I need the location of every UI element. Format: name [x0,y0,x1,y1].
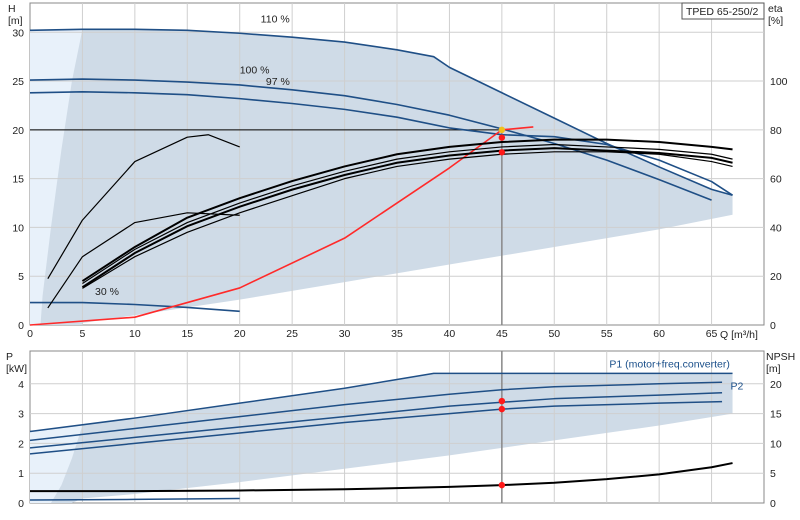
y-tick-label-bottom: 3 [18,409,24,421]
x-tick-label: 65 [706,328,718,340]
grid-bottom [30,351,764,503]
x-tick-label: 10 [129,328,141,340]
marker-top-0 [498,126,506,134]
x-tick-label: 0 [27,328,33,340]
shaded-range-bottom-light [30,425,83,503]
y-tick-label-top: 15 [12,174,24,186]
curve-top-1 [29,78,712,201]
x-tick-label: 55 [601,328,613,340]
curve-top-5 [82,151,733,289]
marker-top-1 [498,134,506,141]
curves-top: 110 % 100 %97 % 30 % [29,14,733,326]
operating-range-area-top [30,29,733,325]
y-tick-label-bottom: 0 [18,498,24,510]
y2-tick-label-top: 0 [770,320,776,332]
curve-bottom-5 [29,497,240,501]
y-axis-label-top-left: H [m] [8,3,23,27]
y2-tick-label-bottom: 15 [770,409,782,421]
curve-top-efficiency-heavy [81,147,733,289]
shaded-range-top-light [30,29,83,325]
curve-top-7 [81,138,733,282]
y-tick-label-top: 25 [12,76,24,88]
curve-label-top-3: 30 % [95,286,119,298]
curve-label-top-0: 110 % [261,14,290,26]
y-tick-label-bottom: 4 [18,379,24,391]
shaded-range-top [30,29,733,325]
x-tick-label: 45 [496,328,508,340]
curve-top-9 [47,212,240,309]
marker-bottom-1 [498,405,506,413]
y-tick-label-top: 0 [18,320,24,332]
x-tick-label: 60 [653,328,665,340]
curve-label-bottom-0: P1 (motor+freq.converter) [609,358,730,370]
title-box [681,2,765,20]
curve-bottom-0 [29,372,733,433]
x-tick-label: 50 [548,328,560,340]
y2-tick-label-bottom: 5 [770,468,776,480]
curve-top-0 [29,28,733,196]
y-axis-label-bottom-left: P [kW] [6,351,27,375]
y2-tick-label-top: 100 [770,76,788,88]
y2-tick-label-bottom: 10 [770,438,782,450]
curve-top-8 [47,134,240,279]
y-tick-label-top: 20 [12,125,24,137]
y2-tick-label-bottom: 0 [770,498,776,510]
y2-tick-label-top: 20 [770,271,782,283]
curve-label-top-2: 97 % [266,76,290,88]
y-tick-label-top: 30 [12,27,24,39]
y-tick-label-top: 5 [18,271,24,283]
marker-bottom-0 [498,397,506,405]
y2-axis-label-bottom-right: NPSH [m] [766,351,795,375]
curve-bottom-3 [29,400,723,455]
y2-tick-label-bottom: 20 [770,379,782,391]
marker-top-2 [498,149,506,156]
y2-axis-label-top-right: eta [%] [768,3,783,27]
axis-ticks: 0 5 10 15 20 25 30 35 40 45 50 55 60 6505101520253002… [12,27,787,510]
x-tick-label: 5 [80,328,86,340]
y-tick-label-bottom: 2 [18,438,24,450]
curve-top-3 [30,301,240,313]
y2-tick-label-top: 80 [770,125,782,137]
curve-bottom-2 [29,391,723,449]
x-axis-label: Q [m³/h] [720,329,758,341]
chart-title: TPED 65-250/2 [686,6,759,18]
y-tick-label-bottom: 1 [18,468,24,480]
x-tick-label: 30 [339,328,351,340]
x-tick-label: 20 [234,328,246,340]
y2-tick-label-top: 40 [770,222,782,234]
curve-label-bottom-1: P2 [730,381,743,393]
curve-bottom-1 [29,381,723,442]
x-tick-label: 15 [181,328,193,340]
x-tick-label: 25 [286,328,298,340]
curves-bottom: P1 (motor+freq.converter)P2 [29,358,743,501]
curve-top-6 [82,143,733,285]
marker-bottom-2 [498,481,506,489]
curve-top-2 [29,90,733,196]
curve-label-top-1: 100 % [240,64,270,76]
x-tick-label: 40 [444,328,456,340]
x-tick-label: 35 [391,328,403,340]
y2-tick-label-top: 60 [770,174,782,186]
y-tick-label-top: 10 [12,222,24,234]
